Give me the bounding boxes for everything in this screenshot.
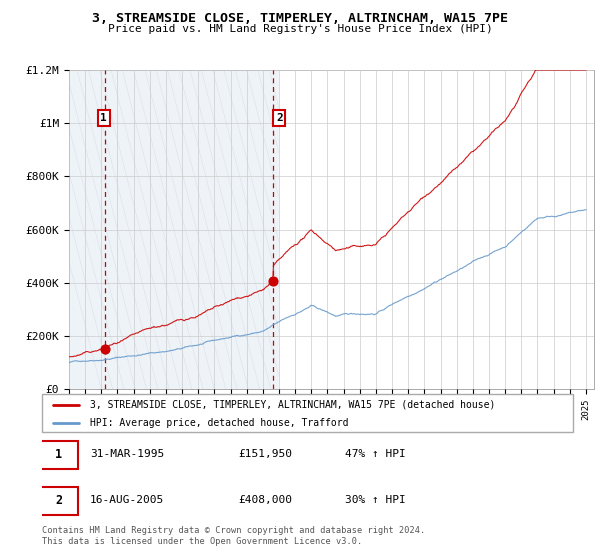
Point (101, 344, 110, 353)
Text: 30% ↑ HPI: 30% ↑ HPI (344, 495, 406, 505)
Text: 2: 2 (55, 494, 62, 507)
Text: HPI: Average price, detached house, Trafford: HPI: Average price, detached house, Traf… (90, 418, 348, 428)
Text: Price paid vs. HM Land Registry's House Price Index (HPI): Price paid vs. HM Land Registry's House … (107, 24, 493, 34)
Text: 3, STREAMSIDE CLOSE, TIMPERLEY, ALTRINCHAM, WA15 7PE (detached house): 3, STREAMSIDE CLOSE, TIMPERLEY, ALTRINCH… (90, 400, 495, 410)
Text: 2: 2 (276, 113, 283, 123)
Bar (69, 70, 279, 389)
Text: 3, STREAMSIDE CLOSE, TIMPERLEY, ALTRINCHAM, WA15 7PE: 3, STREAMSIDE CLOSE, TIMPERLEY, ALTRINCH… (92, 12, 508, 25)
Text: 16-AUG-2005: 16-AUG-2005 (90, 495, 164, 505)
Text: 47% ↑ HPI: 47% ↑ HPI (344, 449, 406, 459)
Text: 31-MAR-1995: 31-MAR-1995 (90, 449, 164, 459)
Text: 1: 1 (100, 113, 107, 123)
FancyBboxPatch shape (42, 394, 573, 432)
Bar (279, 70, 600, 389)
Text: Contains HM Land Registry data © Crown copyright and database right 2024.
This d: Contains HM Land Registry data © Crown c… (42, 526, 425, 546)
Bar (279, 70, 600, 389)
Text: 1: 1 (55, 447, 62, 461)
Text: £408,000: £408,000 (238, 495, 292, 505)
FancyBboxPatch shape (40, 487, 77, 515)
Point (268, 276, 278, 285)
Text: £151,950: £151,950 (238, 449, 292, 459)
FancyBboxPatch shape (40, 441, 77, 469)
